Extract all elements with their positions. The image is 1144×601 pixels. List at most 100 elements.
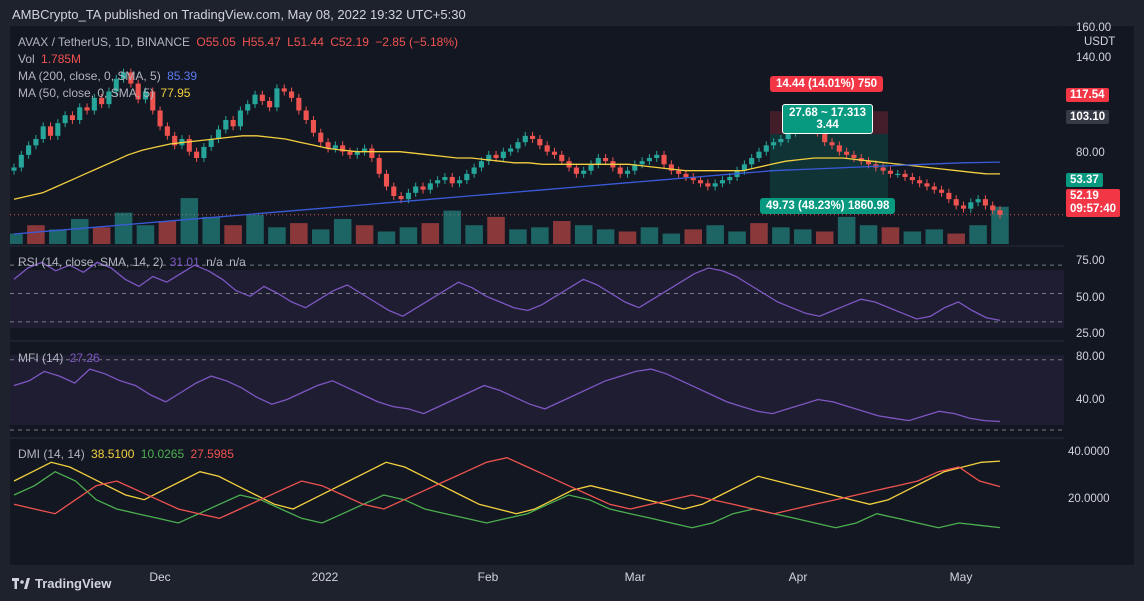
- position-entry-callout[interactable]: 27.68 ~ 17.313 3.44: [782, 104, 874, 134]
- candle-body: [405, 192, 411, 200]
- candle-body: [880, 167, 886, 171]
- grid-layer: [10, 245, 1064, 439]
- price-tick-140: 140.00: [1076, 52, 1112, 64]
- candle-body: [909, 177, 915, 181]
- dmi-legend-plus: 10.0265: [140, 447, 185, 461]
- volume-bar: [202, 216, 220, 244]
- price-tag-103: 103.10: [1066, 110, 1110, 124]
- volume-bar: [136, 225, 155, 244]
- x-label-mar: Mar: [624, 570, 646, 584]
- volume-legend-value: 1.785M: [41, 52, 82, 66]
- price-tag-117: 117.54: [1066, 88, 1109, 102]
- candle-body: [442, 177, 448, 181]
- ma200-legend-value: 85.39: [167, 69, 198, 83]
- mfi-legend[interactable]: MFI (14) 27.26: [18, 351, 103, 365]
- candle-body: [624, 170, 631, 174]
- candle-body: [763, 145, 769, 152]
- candle-body: [354, 151, 360, 155]
- candle-body: [237, 110, 243, 127]
- dmi-legend-minus: 27.5985: [190, 447, 234, 461]
- rsi-legend-na1: n/a: [206, 255, 223, 269]
- candle-body: [727, 177, 733, 181]
- candle-body: [128, 72, 134, 84]
- price-tag-last: 52.19 09:57:40: [1066, 189, 1121, 217]
- symbol-legend[interactable]: AVAX / TetherUS, 1D, BINANCE O55.05 H55.…: [18, 35, 461, 49]
- candle-body: [135, 83, 141, 100]
- ma50-legend[interactable]: MA (50, close, 0, SMA, 5) 77.95: [18, 86, 193, 100]
- x-label-apr: Apr: [788, 570, 808, 584]
- candle-body: [829, 142, 835, 146]
- candle-body: [895, 173, 901, 176]
- candle-body: [157, 110, 163, 127]
- volume-bar: [355, 225, 374, 244]
- volume-bar: [881, 227, 900, 244]
- ma50-line: [13, 135, 1001, 200]
- candle-body: [362, 148, 368, 152]
- position-profit-callout[interactable]: 14.44 (14.01%) 750: [770, 76, 884, 92]
- candle-body: [771, 142, 777, 146]
- chart-frame[interactable]: AVAX / TetherUS, 1D, BINANCE O55.05 H55.…: [10, 26, 1064, 584]
- volume-bar: [815, 231, 834, 244]
- volume-bar: [333, 218, 352, 244]
- candle-body: [851, 154, 857, 158]
- candle-body: [26, 145, 32, 155]
- volume-bar: [114, 212, 133, 244]
- volume-bar: [553, 221, 571, 244]
- candle-body: [303, 110, 309, 120]
- volume-bar: [706, 225, 724, 244]
- chart-canvas[interactable]: [10, 26, 1064, 565]
- candle-body: [245, 104, 251, 111]
- candle-body: [47, 126, 54, 136]
- candle-body: [201, 146, 207, 158]
- candle-body: [11, 167, 17, 171]
- candle-body: [639, 161, 645, 165]
- candle-body: [33, 139, 39, 146]
- ma200-legend[interactable]: MA (200, close, 0, SMA, 5) 85.39: [18, 69, 200, 83]
- candle-body: [340, 145, 346, 152]
- dmi-legend[interactable]: DMI (14, 14) 38.5100 10.0265 27.5985: [18, 447, 237, 461]
- candle-body: [398, 196, 404, 200]
- x-label-2022: 2022: [311, 570, 339, 584]
- volume-legend[interactable]: Vol 1.785M: [18, 52, 84, 66]
- price-axis[interactable]: 160.00 USDT 140.00 117.54 103.10 80.00 5…: [1064, 22, 1134, 565]
- rsi-legend[interactable]: RSI (14, close, SMA, 14, 2) 31.01 n/a n/…: [18, 255, 249, 269]
- volume-bar: [618, 231, 637, 244]
- volume-bar: [158, 221, 177, 244]
- rsi-legend-na2: n/a: [229, 255, 246, 269]
- footer-brand: TradingView: [35, 576, 112, 591]
- x-label-feb: Feb: [477, 570, 499, 584]
- candle-body: [120, 72, 127, 79]
- volume-bar: [290, 223, 308, 244]
- candle-body: [106, 91, 112, 105]
- candle-body: [785, 132, 791, 139]
- candle-body: [347, 151, 353, 155]
- moving-averages: [13, 135, 1001, 235]
- candle-body: [274, 88, 280, 108]
- ohlc-low: L51.44: [287, 35, 324, 49]
- candle-body: [537, 139, 543, 146]
- volume-bar: [750, 223, 768, 244]
- candle-body: [500, 151, 506, 158]
- tradingview-footer[interactable]: TradingView: [12, 576, 111, 591]
- candle-body: [939, 189, 945, 193]
- candle-body: [924, 183, 930, 187]
- price-tick-160: 160.00: [1076, 22, 1112, 34]
- ma50-legend-label: MA (50, close, 0, SMA, 5): [18, 86, 155, 100]
- candle-body: [705, 183, 711, 187]
- candle-body: [91, 97, 97, 111]
- rsi-band: [10, 270, 1064, 328]
- rsi-line: [13, 261, 1001, 322]
- position-entry-range: 27.68 ~ 17.313: [789, 107, 867, 119]
- candle-body: [588, 164, 594, 171]
- candle-body: [325, 142, 331, 149]
- price-tick-80: 80.00: [1076, 147, 1105, 159]
- candle-body: [427, 183, 433, 190]
- candle-body: [756, 151, 762, 158]
- dmi-tick-40: 40.0000: [1068, 446, 1110, 458]
- volume-bar: [311, 229, 330, 244]
- x-label-dec: Dec: [149, 570, 171, 584]
- position-stop-callout[interactable]: 49.73 (48.23%) 1860.98: [760, 198, 896, 214]
- price-tag-countdown: 09:57:40: [1070, 203, 1117, 215]
- candle-body: [230, 120, 236, 127]
- volume-bar: [509, 229, 527, 244]
